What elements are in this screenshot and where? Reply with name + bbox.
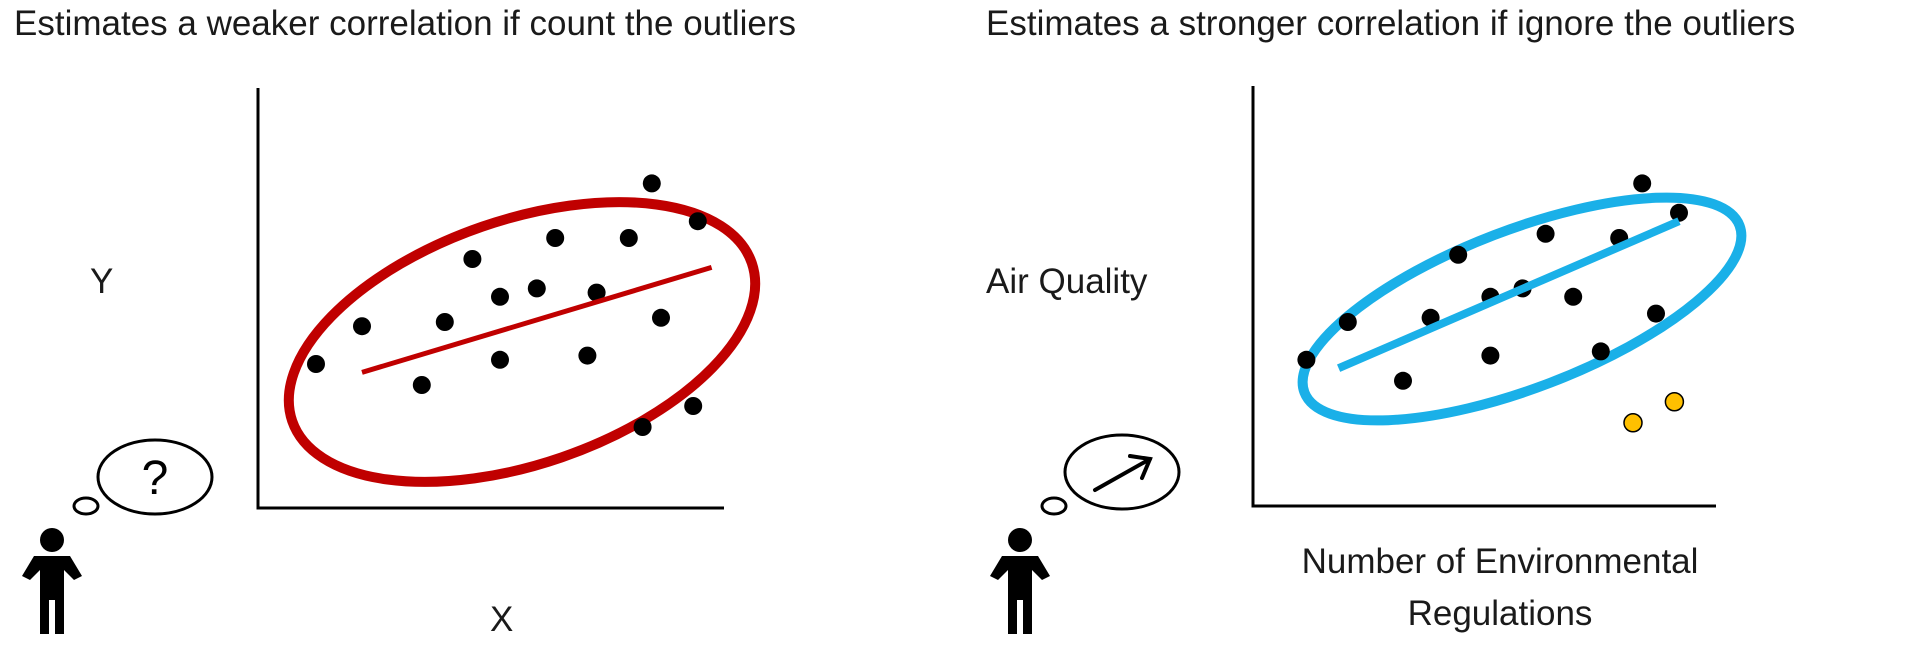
left-data-point — [633, 418, 652, 436]
left-data-point — [587, 283, 606, 302]
arrow-up-right-icon — [1093, 454, 1153, 492]
question-mark-icon: ? — [142, 452, 169, 505]
right-panel-title: Estimates a stronger correlation if igno… — [986, 4, 1796, 43]
right-ellipse — [1297, 192, 1747, 426]
right-y-axis-label: Air Quality — [986, 262, 1148, 301]
left-person-icon — [22, 528, 82, 634]
left-data-point — [688, 212, 707, 231]
left-data-point — [463, 250, 482, 268]
left-data-point — [353, 317, 371, 336]
right-thought-bubble — [1040, 433, 1181, 516]
left-trend-line — [361, 265, 713, 375]
left-data-point — [491, 350, 509, 369]
right-outlier-point — [1623, 413, 1643, 433]
left-data-point — [491, 287, 509, 306]
right-data-point — [1633, 174, 1652, 193]
left-data-point — [435, 313, 454, 331]
left-data-point — [684, 397, 703, 415]
right-axes — [1251, 86, 1716, 508]
left-data-point — [527, 279, 546, 298]
right-data-point — [1297, 350, 1316, 369]
left-x-axis-label: X — [490, 600, 514, 639]
left-data-point — [652, 308, 670, 327]
right-person-icon — [990, 528, 1050, 634]
left-data-point — [412, 376, 431, 394]
left-data-point — [546, 229, 565, 247]
left-data-point — [642, 174, 661, 193]
right-data-point — [1591, 342, 1610, 361]
right-data-point — [1647, 304, 1665, 323]
left-ellipse — [283, 197, 761, 487]
left-thought-bubble: ? — [72, 438, 214, 516]
left-axes — [256, 88, 724, 510]
right-data-point — [1670, 203, 1688, 222]
left-data-point — [578, 346, 597, 365]
left-data-point — [619, 229, 638, 247]
right-chart — [1251, 86, 1747, 508]
right-trend-line — [1337, 217, 1681, 372]
right-x-axis-label: Number of Environmental Regulations — [1301, 542, 1699, 633]
left-y-axis-label: Y — [90, 262, 114, 301]
left-points — [307, 174, 707, 436]
left-panel-title: Estimates a weaker correlation if count … — [14, 4, 797, 43]
right-data-point — [1449, 245, 1468, 264]
left-data-point — [307, 355, 325, 373]
right-data-point — [1394, 371, 1412, 390]
right-outlier-point — [1664, 392, 1685, 412]
right-data-point — [1338, 313, 1357, 331]
left-chart — [256, 88, 761, 510]
right-data-point — [1564, 287, 1583, 306]
right-data-point — [1536, 224, 1555, 243]
right-data-point — [1481, 346, 1500, 365]
